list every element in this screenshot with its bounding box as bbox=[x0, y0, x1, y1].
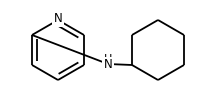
Text: H: H bbox=[104, 54, 112, 64]
Text: N: N bbox=[104, 58, 112, 71]
Text: N: N bbox=[54, 12, 62, 25]
